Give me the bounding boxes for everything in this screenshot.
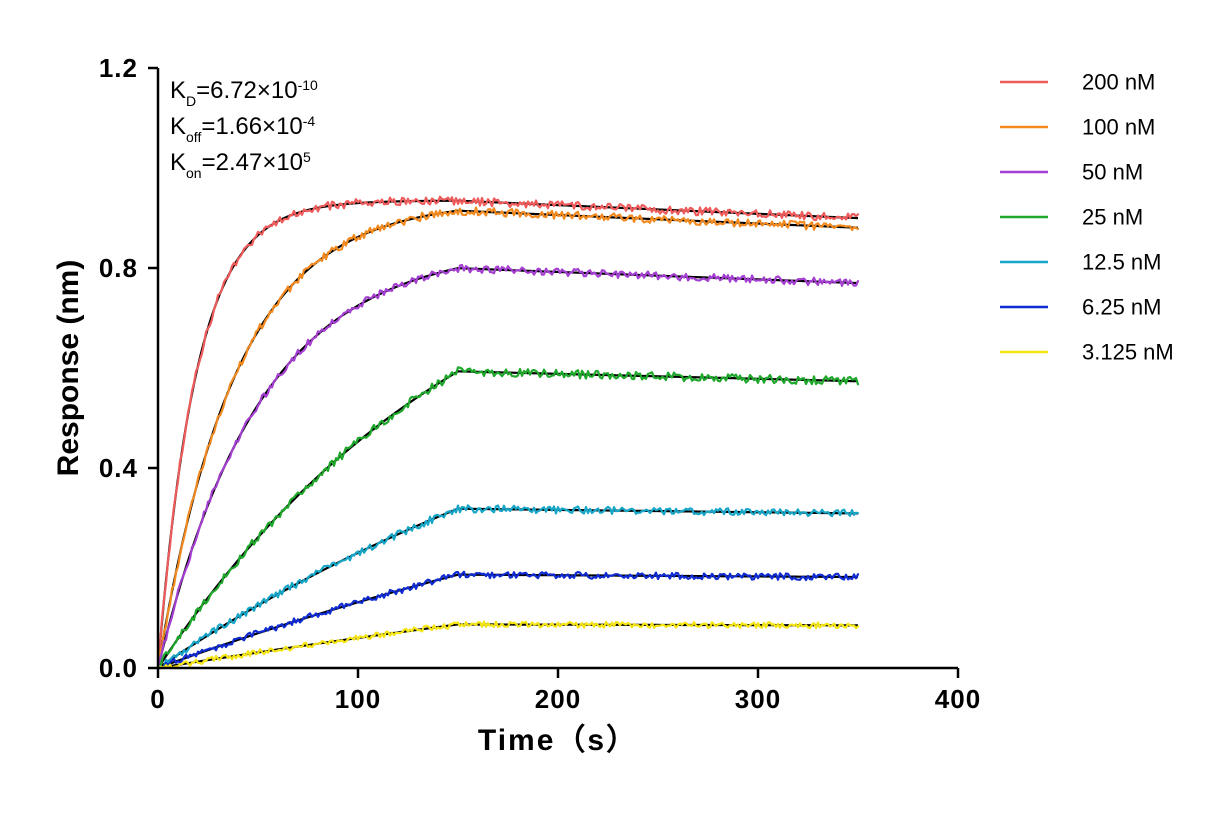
- x-tick-label: 0: [150, 684, 165, 714]
- legend-label: 200 nM: [1082, 70, 1155, 95]
- x-tick-label: 300: [735, 684, 781, 714]
- y-axis-label: Response (nm): [52, 260, 85, 477]
- legend-label: 50 nM: [1082, 160, 1143, 185]
- legend-label: 3.125 nM: [1082, 340, 1174, 365]
- legend-label: 12.5 nM: [1082, 250, 1162, 275]
- y-tick-label: 0.4: [99, 453, 138, 483]
- legend-label: 100 nM: [1082, 115, 1155, 140]
- x-tick-label: 100: [335, 684, 381, 714]
- x-tick-label: 400: [935, 684, 981, 714]
- y-tick-label: 0.0: [99, 653, 138, 683]
- chart-svg: 0 100 200 300 400 0.0 0.4 0.8 1.2 Time（s） Response…: [0, 0, 1232, 825]
- x-axis-label: Time（s）: [478, 723, 638, 757]
- legend-label: 6.25 nM: [1082, 295, 1162, 320]
- binding-kinetics-chart: 0 100 200 300 400 0.0 0.4 0.8 1.2 Time（s） Response…: [0, 0, 1232, 825]
- x-tick-label: 200: [535, 684, 581, 714]
- y-tick-label: 1.2: [99, 53, 138, 83]
- legend-label: 25 nM: [1082, 205, 1143, 230]
- y-tick-label: 0.8: [99, 253, 138, 283]
